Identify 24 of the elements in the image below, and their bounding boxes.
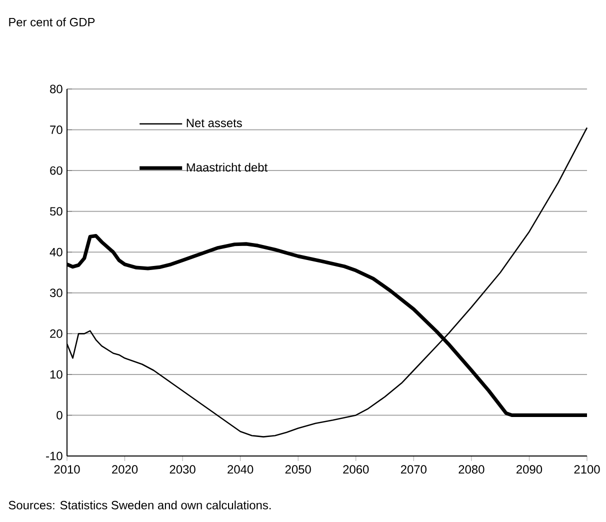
legend-label: Net assets — [186, 118, 242, 128]
y-tick-label: 10 — [50, 370, 62, 379]
y-tick-label: 0 — [56, 410, 62, 420]
y-tick-label: 60 — [50, 166, 62, 175]
x-tick-label: 2070 — [400, 465, 426, 474]
y-tick-label: 40 — [50, 248, 62, 256]
x-tick-label: 2080 — [458, 465, 484, 474]
x-tick-label: 2010 — [54, 465, 80, 474]
y-tick-label: 80 — [50, 84, 62, 94]
x-tick-label: 2040 — [228, 465, 254, 474]
text: Per cent of GDP — [9, 18, 95, 26]
x-tick-label: 2020 — [112, 465, 138, 474]
y-tick-label: 30 — [50, 288, 62, 298]
y-tick-label: -10 — [46, 452, 62, 460]
y-tick-label: 20 — [50, 329, 62, 338]
source-note: Sources: Statistics Sweden and own calculations. — [8, 500, 271, 510]
x-tick-label: 2050 — [285, 465, 311, 474]
y-tick-label: 50 — [50, 207, 62, 216]
legend-label: Maastricht debt — [186, 162, 268, 172]
y-tick-label: 70 — [50, 126, 62, 134]
x-tick-label: 2100 — [574, 465, 600, 474]
x-tick-label: 2030 — [170, 465, 196, 474]
x-tick-label: 2060 — [343, 465, 369, 474]
x-tick-label: 2090 — [516, 465, 542, 474]
